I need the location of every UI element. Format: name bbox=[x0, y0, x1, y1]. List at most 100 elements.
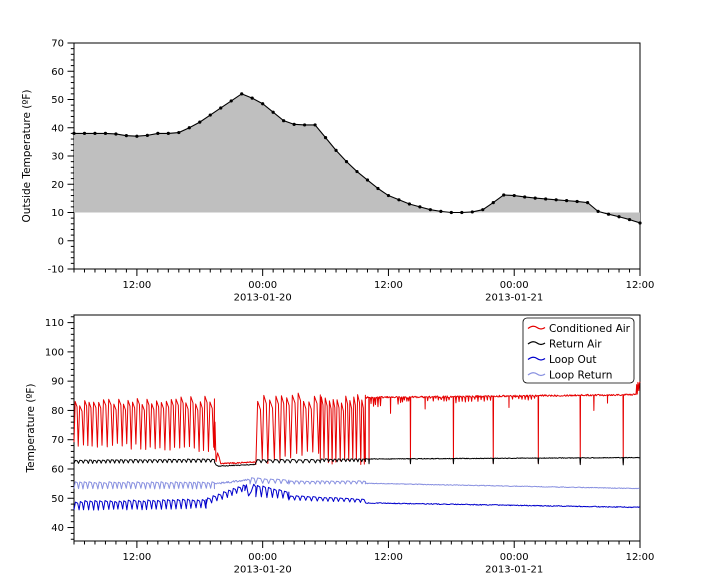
data-point-marker bbox=[302, 123, 307, 127]
y-tick-label: 50 bbox=[51, 494, 64, 505]
series-loop-out bbox=[73, 483, 640, 511]
data-point-marker bbox=[282, 119, 286, 123]
y-tick-label: 90 bbox=[51, 377, 64, 388]
axis-ticks bbox=[67, 42, 641, 276]
y-tick-label: 40 bbox=[51, 123, 64, 134]
legend-box bbox=[522, 317, 635, 384]
x-tick-label: 12:00 bbox=[626, 280, 655, 291]
series-loop-return bbox=[73, 477, 640, 490]
data-point-marker bbox=[72, 131, 76, 135]
data-point-marker bbox=[250, 96, 254, 100]
data-point-marker bbox=[418, 205, 422, 209]
data-point-marker bbox=[166, 131, 170, 135]
data-point-marker bbox=[544, 197, 548, 201]
data-point-marker bbox=[93, 131, 97, 135]
data-point-marker bbox=[617, 215, 621, 219]
data-point-marker bbox=[428, 208, 432, 212]
x-tick-label: 12:00 bbox=[374, 552, 403, 563]
data-point-marker bbox=[198, 120, 202, 124]
data-point-marker bbox=[502, 193, 506, 197]
data-point-marker bbox=[575, 199, 579, 204]
data-point-marker bbox=[439, 209, 443, 213]
data-point-marker bbox=[124, 134, 129, 138]
data-point-marker bbox=[407, 202, 412, 206]
data-point-marker bbox=[365, 178, 370, 182]
y-tick-label: 40 bbox=[51, 523, 64, 534]
data-point-marker bbox=[606, 212, 611, 216]
data-point-marker bbox=[491, 201, 495, 205]
y-tick-label: 20 bbox=[51, 180, 64, 191]
y-tick-label: 10 bbox=[51, 208, 64, 219]
data-point-marker bbox=[638, 221, 642, 225]
legend-label: Loop Return bbox=[549, 370, 612, 382]
y-tick-label: -10 bbox=[48, 265, 64, 276]
x-tick-label: 12:00 bbox=[122, 552, 151, 563]
data-point-marker bbox=[596, 209, 600, 213]
data-point-marker bbox=[313, 123, 317, 127]
data-point-marker bbox=[114, 132, 118, 136]
x-tick-label: 12:00 bbox=[122, 280, 151, 291]
outside-temp-area bbox=[74, 93, 640, 223]
y-tick-label: 70 bbox=[51, 39, 64, 50]
legend-line-sample bbox=[527, 356, 546, 361]
data-point-marker bbox=[177, 130, 181, 135]
x-date-label: 2013-01-20 bbox=[234, 565, 292, 576]
data-point-marker bbox=[135, 134, 139, 138]
data-point-marker bbox=[229, 99, 233, 103]
legend-line-sample bbox=[527, 341, 546, 346]
data-point-marker bbox=[240, 92, 244, 96]
x-tick-label: 00:00 bbox=[500, 280, 529, 291]
y-tick-label: 100 bbox=[45, 347, 64, 358]
data-point-marker bbox=[585, 201, 590, 205]
data-point-marker bbox=[323, 136, 328, 140]
y-tick-label: 0 bbox=[58, 236, 64, 247]
data-point-marker bbox=[82, 131, 87, 135]
x-tick-label: 00:00 bbox=[248, 280, 277, 291]
y-tick-label: 60 bbox=[51, 464, 64, 475]
series-return-air bbox=[73, 456, 640, 467]
data-point-marker bbox=[523, 195, 527, 199]
data-point-marker bbox=[386, 193, 391, 198]
data-point-marker bbox=[187, 126, 191, 130]
x-tick-label: 12:00 bbox=[374, 280, 403, 291]
y-tick-label: 60 bbox=[51, 67, 64, 78]
data-point-marker bbox=[261, 102, 265, 106]
data-point-marker bbox=[145, 133, 149, 137]
x-date-label: 2013-01-20 bbox=[234, 293, 292, 304]
data-point-marker bbox=[376, 186, 380, 191]
data-point-marker bbox=[344, 160, 349, 164]
legend-line-sample bbox=[527, 372, 546, 377]
y-tick-label: 70 bbox=[51, 435, 64, 446]
y-tick-label: 50 bbox=[51, 95, 64, 106]
chart-outside-temperature: -10 0 10 20 30 40 50 60 70 12:00 00:00 2013-01-20 12… bbox=[21, 39, 654, 304]
series-conditioned-air bbox=[73, 381, 641, 465]
y-axis-label: Outside Temperature (ºF) bbox=[21, 90, 33, 223]
data-point-marker bbox=[512, 193, 516, 198]
data-point-marker bbox=[481, 208, 485, 212]
data-point-marker bbox=[449, 210, 453, 215]
data-point-marker bbox=[460, 210, 464, 215]
data-point-marker bbox=[470, 210, 474, 214]
data-point-marker bbox=[627, 217, 632, 222]
data-point-marker bbox=[334, 148, 338, 152]
data-point-marker bbox=[219, 106, 223, 110]
y-tick-label: 80 bbox=[51, 406, 64, 417]
x-tick-label: 00:00 bbox=[500, 552, 529, 563]
x-date-label: 2013-01-21 bbox=[485, 565, 543, 576]
y-axis-label: Temperature (ºF) bbox=[25, 383, 37, 473]
legend: Conditioned Air Return Air Loop Out Loop Re… bbox=[522, 317, 635, 384]
x-tick-label: 00:00 bbox=[248, 552, 277, 563]
data-point-marker bbox=[208, 113, 212, 117]
data-point-marker bbox=[533, 196, 537, 200]
x-tick-label: 12:00 bbox=[626, 552, 655, 563]
outside-temp-markers bbox=[72, 92, 642, 225]
legend-line-sample bbox=[527, 325, 546, 330]
data-point-marker bbox=[156, 131, 160, 135]
data-point-marker bbox=[271, 110, 275, 114]
legend-label: Return Air bbox=[549, 339, 602, 351]
y-tick-label: 30 bbox=[51, 152, 64, 163]
x-date-label: 2013-01-21 bbox=[485, 293, 543, 304]
data-point-marker bbox=[565, 199, 569, 203]
